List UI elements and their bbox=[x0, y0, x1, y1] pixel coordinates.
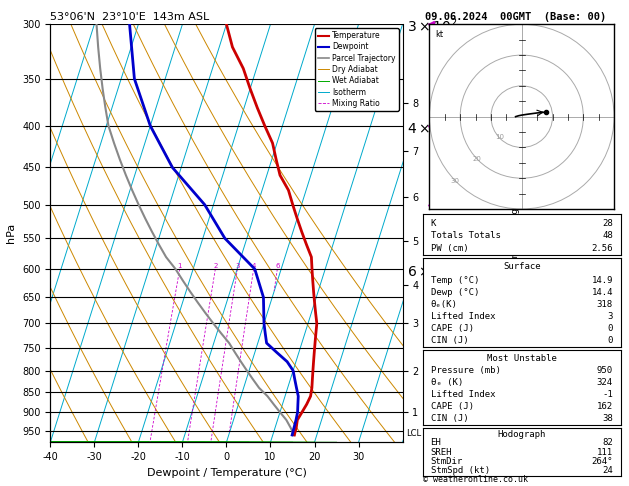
Text: K: K bbox=[431, 219, 436, 228]
Text: Lifted Index: Lifted Index bbox=[431, 390, 495, 399]
Text: Mixing Ratio (g/kg): Mixing Ratio (g/kg) bbox=[511, 191, 520, 276]
Text: © weatheronline.co.uk: © weatheronline.co.uk bbox=[423, 474, 528, 484]
Text: 38: 38 bbox=[602, 414, 613, 423]
Text: 318: 318 bbox=[597, 300, 613, 309]
Text: StmDir: StmDir bbox=[431, 457, 463, 466]
Text: 264°: 264° bbox=[591, 457, 613, 466]
Text: 950: 950 bbox=[597, 366, 613, 376]
Text: PW (cm): PW (cm) bbox=[431, 243, 468, 253]
Text: θₑ (K): θₑ (K) bbox=[431, 379, 463, 387]
Text: CIN (J): CIN (J) bbox=[431, 336, 468, 345]
Text: 48: 48 bbox=[602, 231, 613, 240]
Legend: Temperature, Dewpoint, Parcel Trajectory, Dry Adiabat, Wet Adiabat, Isotherm, Mi: Temperature, Dewpoint, Parcel Trajectory… bbox=[314, 28, 399, 111]
Text: 82: 82 bbox=[602, 438, 613, 448]
Text: Lifted Index: Lifted Index bbox=[431, 312, 495, 321]
Text: 324: 324 bbox=[597, 379, 613, 387]
Text: 4: 4 bbox=[252, 263, 256, 269]
Text: Hodograph: Hodograph bbox=[498, 430, 546, 439]
Text: 14.4: 14.4 bbox=[591, 288, 613, 296]
Text: 28: 28 bbox=[602, 219, 613, 228]
Text: kt: kt bbox=[435, 30, 443, 38]
Text: 20: 20 bbox=[473, 156, 482, 162]
Text: EH: EH bbox=[431, 438, 442, 448]
Text: 3: 3 bbox=[235, 263, 240, 269]
Text: km: km bbox=[459, 24, 474, 35]
Text: 0: 0 bbox=[608, 324, 613, 333]
Text: Pressure (mb): Pressure (mb) bbox=[431, 366, 501, 376]
Text: 2.56: 2.56 bbox=[591, 243, 613, 253]
Text: -1: -1 bbox=[602, 390, 613, 399]
Text: 24: 24 bbox=[602, 466, 613, 475]
Text: 0: 0 bbox=[608, 336, 613, 345]
Text: 30: 30 bbox=[451, 178, 460, 184]
Text: 2: 2 bbox=[213, 263, 218, 269]
Text: ASL: ASL bbox=[457, 39, 475, 49]
Text: 14.9: 14.9 bbox=[591, 276, 613, 285]
Text: 09.06.2024  00GMT  (Base: 00): 09.06.2024 00GMT (Base: 00) bbox=[425, 12, 606, 22]
Text: Surface: Surface bbox=[503, 262, 540, 271]
Text: 1: 1 bbox=[177, 263, 182, 269]
Text: Totals Totals: Totals Totals bbox=[431, 231, 501, 240]
X-axis label: Dewpoint / Temperature (°C): Dewpoint / Temperature (°C) bbox=[147, 468, 306, 478]
Text: CIN (J): CIN (J) bbox=[431, 414, 468, 423]
Y-axis label: hPa: hPa bbox=[6, 223, 16, 243]
Text: CAPE (J): CAPE (J) bbox=[431, 402, 474, 411]
Text: 162: 162 bbox=[597, 402, 613, 411]
Text: 53°06'N  23°10'E  143m ASL: 53°06'N 23°10'E 143m ASL bbox=[50, 12, 209, 22]
Text: θₑ(K): θₑ(K) bbox=[431, 300, 457, 309]
Text: StmSpd (kt): StmSpd (kt) bbox=[431, 466, 490, 475]
Text: Temp (°C): Temp (°C) bbox=[431, 276, 479, 285]
Text: 10: 10 bbox=[495, 134, 504, 140]
Text: LCL: LCL bbox=[406, 430, 421, 438]
Text: 3: 3 bbox=[608, 312, 613, 321]
Text: 6: 6 bbox=[275, 263, 279, 269]
Text: CAPE (J): CAPE (J) bbox=[431, 324, 474, 333]
Text: Dewp (°C): Dewp (°C) bbox=[431, 288, 479, 296]
Text: Most Unstable: Most Unstable bbox=[487, 354, 557, 363]
Text: SREH: SREH bbox=[431, 448, 452, 457]
Text: 111: 111 bbox=[597, 448, 613, 457]
